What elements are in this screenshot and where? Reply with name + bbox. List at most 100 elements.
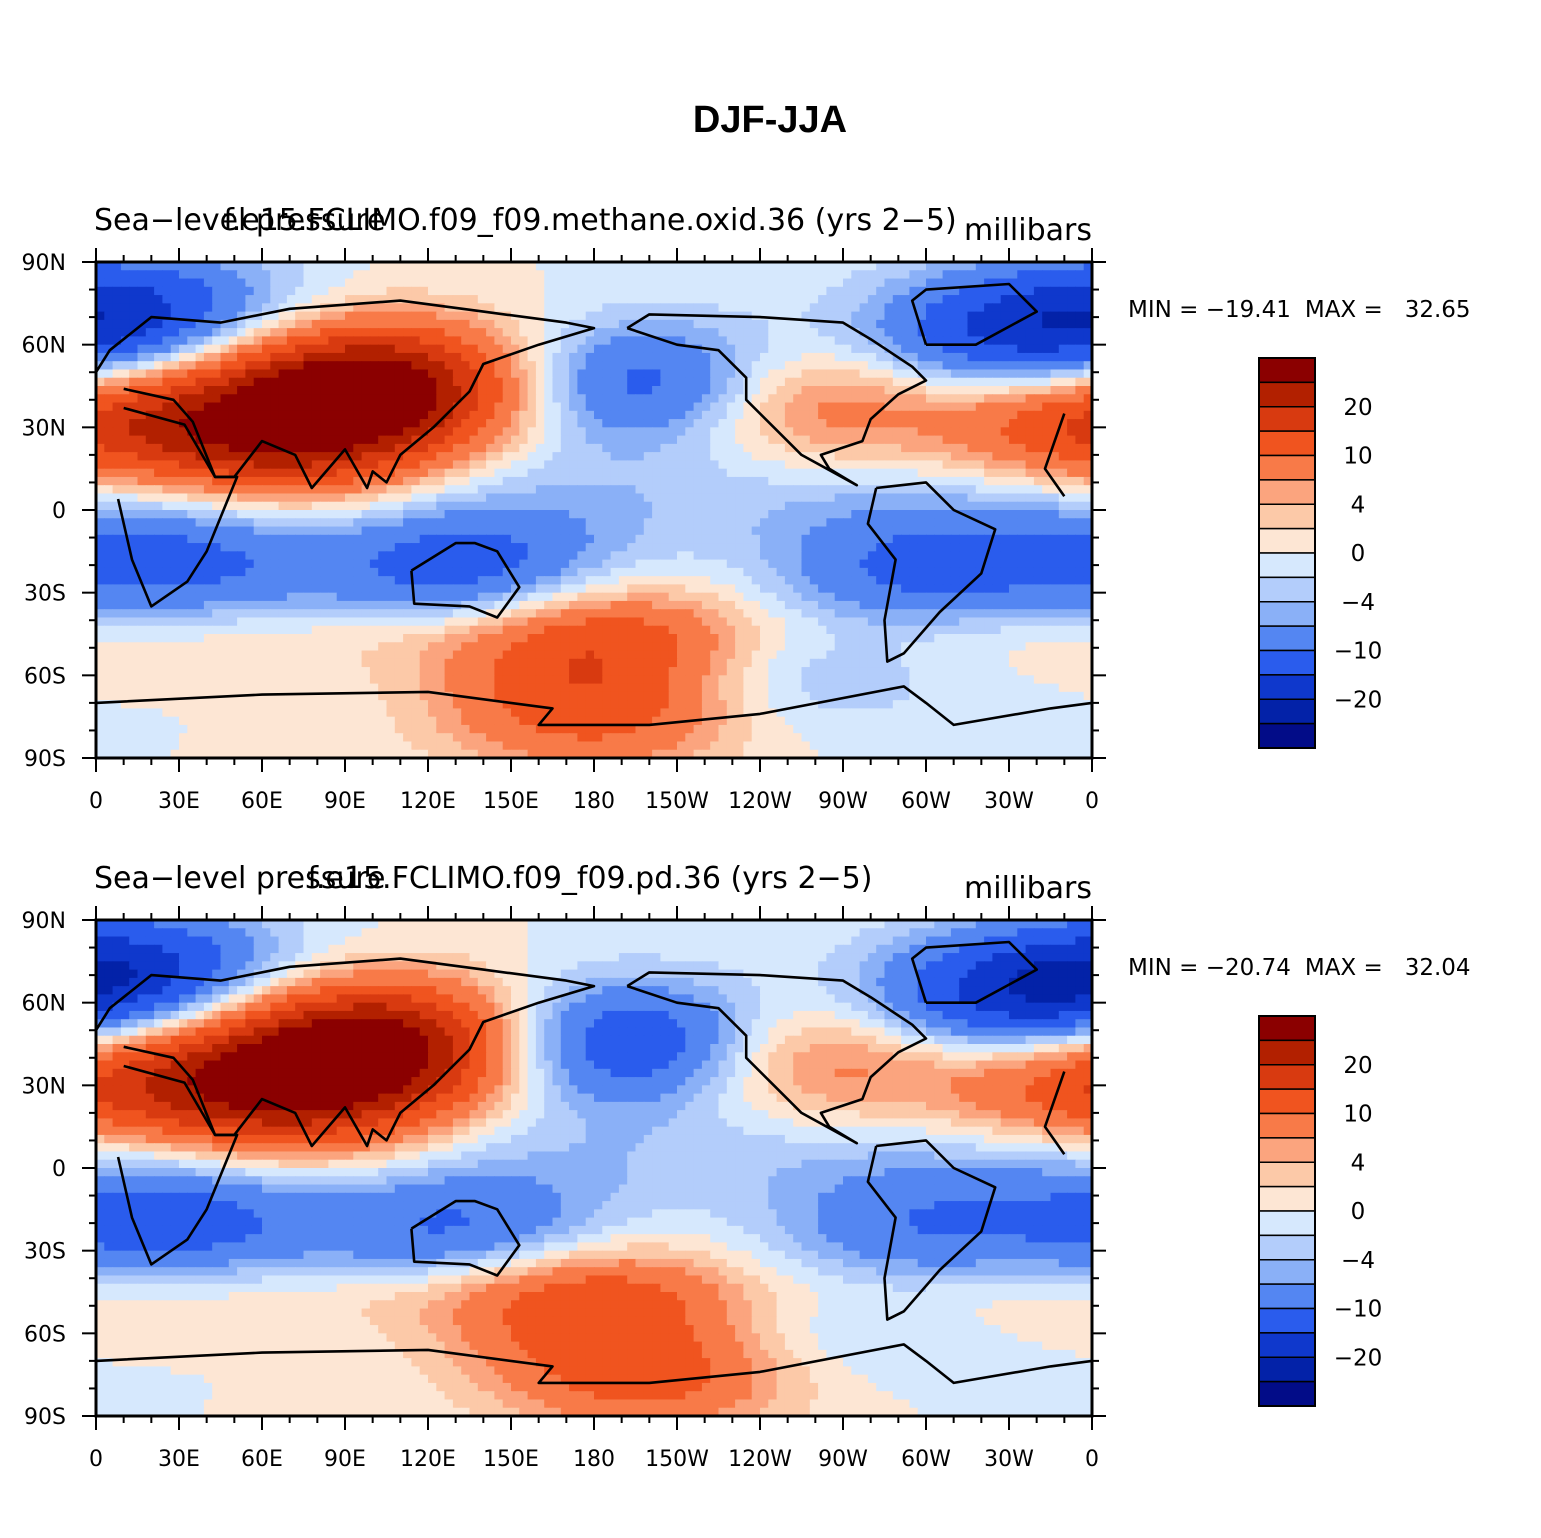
field-cell <box>569 336 578 346</box>
field-cell <box>660 270 670 280</box>
field-cell <box>511 559 520 569</box>
field-cell <box>270 559 280 569</box>
field-cell <box>245 435 255 445</box>
field-cell <box>237 460 246 470</box>
field-cell <box>1017 295 1027 304</box>
field-cell <box>992 567 1002 577</box>
field-cell <box>726 419 736 428</box>
field-cell <box>627 485 637 495</box>
field-cell <box>602 328 612 337</box>
field-cell <box>685 543 695 552</box>
field-cell <box>253 485 263 495</box>
field-cell <box>494 534 504 544</box>
field-cell <box>585 600 595 610</box>
field-cell <box>104 559 114 569</box>
field-cell <box>809 526 819 536</box>
field-cell <box>320 518 329 528</box>
field-cell <box>369 352 379 362</box>
field-cell <box>535 526 545 536</box>
field-cell <box>784 476 794 486</box>
field-cell <box>253 435 263 445</box>
field-cell <box>477 551 487 561</box>
field-cell <box>602 369 612 379</box>
field-cell <box>403 410 412 420</box>
field-cell <box>834 559 844 569</box>
field-cell <box>967 559 977 569</box>
field-cell <box>577 559 587 569</box>
field-cell <box>652 460 661 470</box>
field-cell <box>677 394 686 404</box>
field-cell <box>1025 344 1035 354</box>
field-cell <box>1075 551 1085 561</box>
field-cell <box>1000 377 1010 387</box>
field-cell <box>809 295 819 304</box>
field-cell <box>784 567 794 577</box>
field-cell <box>278 435 288 445</box>
field-cell <box>959 278 969 288</box>
field-cell <box>253 286 263 296</box>
field-cell <box>652 402 661 412</box>
field-cell <box>336 278 346 288</box>
field-cell <box>336 584 346 594</box>
field-cell <box>469 460 479 470</box>
field-cell <box>1017 352 1027 362</box>
field-cell <box>1009 419 1018 428</box>
field-cell <box>710 584 720 594</box>
field-cell <box>386 319 396 329</box>
field-cell <box>668 576 678 585</box>
field-cell <box>544 600 554 610</box>
field-cell <box>618 286 628 296</box>
field-cell <box>627 443 637 453</box>
field-cell <box>809 352 819 362</box>
field-cell <box>228 427 238 437</box>
field-cell <box>120 592 130 602</box>
field-cell <box>677 377 686 387</box>
field-cell <box>154 592 163 602</box>
field-cell <box>1050 526 1060 536</box>
field-cell <box>1050 319 1060 329</box>
field-cell <box>867 476 877 486</box>
field-cell <box>129 361 139 371</box>
field-cell <box>403 576 412 585</box>
field-cell <box>286 352 296 362</box>
field-cell <box>710 559 720 569</box>
field-cell <box>245 476 255 486</box>
field-cell <box>179 501 188 511</box>
field-cell <box>834 476 844 486</box>
field-cell <box>892 419 902 428</box>
field-cell <box>1083 551 1092 561</box>
field-cell <box>336 526 346 536</box>
field-cell <box>884 278 894 288</box>
field-cell <box>809 518 819 528</box>
field-cell <box>120 501 130 511</box>
field-cell <box>843 402 852 412</box>
field-cell <box>1017 361 1027 371</box>
field-cell <box>145 402 155 412</box>
field-cell <box>934 344 944 354</box>
field-cell <box>253 567 263 577</box>
field-cell <box>220 468 230 478</box>
field-cell <box>502 328 512 337</box>
field-cell <box>884 311 894 321</box>
field-cell <box>145 286 155 296</box>
field-cell <box>1017 270 1027 280</box>
field-cell <box>195 419 205 428</box>
field-cell <box>701 319 711 329</box>
field-cell <box>262 377 271 387</box>
field-cell <box>378 303 388 313</box>
field-cell <box>361 493 371 503</box>
field-cell <box>1000 460 1010 470</box>
field-cell <box>262 278 271 288</box>
field-cell <box>801 377 811 387</box>
field-cell <box>859 369 869 379</box>
field-cell <box>535 559 545 569</box>
field-cell <box>444 361 454 371</box>
field-cell <box>984 476 993 486</box>
field-cell <box>784 386 794 395</box>
field-cell <box>137 501 147 511</box>
field-cell <box>693 352 703 362</box>
field-cell <box>793 319 803 329</box>
field-cell <box>643 352 653 362</box>
field-cell <box>560 394 570 404</box>
field-cell <box>320 452 329 461</box>
